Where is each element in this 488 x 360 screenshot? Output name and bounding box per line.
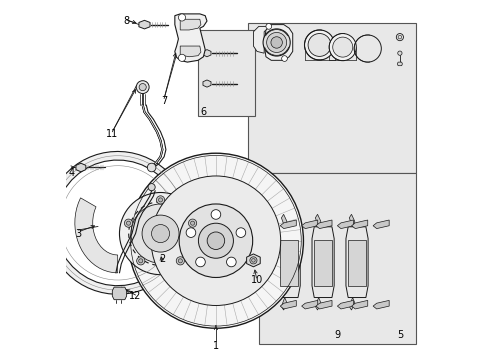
Polygon shape [372, 220, 388, 229]
Polygon shape [203, 80, 211, 87]
Circle shape [328, 33, 356, 61]
Circle shape [128, 153, 303, 328]
Circle shape [270, 37, 282, 48]
Circle shape [147, 163, 156, 172]
Polygon shape [280, 240, 297, 286]
Circle shape [265, 23, 271, 29]
Polygon shape [315, 300, 331, 309]
Circle shape [148, 184, 155, 191]
Circle shape [136, 257, 144, 265]
Circle shape [266, 32, 286, 53]
Polygon shape [337, 300, 353, 309]
Circle shape [151, 225, 169, 243]
Polygon shape [315, 220, 331, 229]
Circle shape [281, 56, 287, 62]
Polygon shape [278, 227, 300, 297]
Polygon shape [281, 297, 286, 310]
Bar [247, 23, 415, 173]
Circle shape [307, 33, 330, 57]
Text: 4: 4 [68, 168, 74, 178]
Text: 2: 2 [159, 253, 165, 264]
Text: 1: 1 [212, 341, 219, 351]
Polygon shape [281, 214, 286, 227]
Circle shape [124, 219, 132, 227]
Text: 7: 7 [161, 96, 167, 107]
Text: 6: 6 [200, 107, 206, 117]
Circle shape [304, 30, 334, 60]
Circle shape [142, 215, 179, 252]
Polygon shape [301, 300, 317, 309]
Circle shape [158, 198, 163, 202]
Circle shape [226, 257, 236, 267]
Polygon shape [337, 220, 353, 229]
Text: 5: 5 [396, 330, 402, 341]
Text: 3: 3 [75, 229, 81, 239]
Circle shape [136, 81, 149, 94]
Polygon shape [315, 214, 320, 227]
Polygon shape [280, 300, 296, 309]
Polygon shape [372, 300, 388, 309]
Circle shape [211, 210, 220, 219]
Circle shape [190, 221, 194, 225]
Polygon shape [175, 14, 206, 62]
Polygon shape [314, 240, 331, 286]
Circle shape [198, 223, 233, 258]
Circle shape [119, 193, 201, 275]
Circle shape [176, 257, 184, 265]
Polygon shape [76, 163, 86, 172]
Polygon shape [301, 220, 317, 229]
Circle shape [397, 51, 401, 55]
Circle shape [178, 54, 185, 62]
Circle shape [236, 228, 245, 238]
Text: 9: 9 [334, 330, 340, 341]
Polygon shape [253, 26, 269, 53]
Polygon shape [347, 240, 365, 286]
Circle shape [332, 37, 352, 57]
Circle shape [178, 14, 185, 21]
Circle shape [151, 176, 280, 306]
Polygon shape [345, 227, 367, 297]
Polygon shape [246, 254, 260, 267]
Polygon shape [280, 220, 296, 229]
Circle shape [207, 232, 224, 249]
Circle shape [395, 33, 403, 41]
Polygon shape [75, 198, 118, 273]
Polygon shape [112, 287, 126, 300]
Circle shape [131, 204, 190, 263]
Circle shape [186, 228, 195, 238]
Polygon shape [351, 220, 367, 229]
Circle shape [188, 219, 196, 227]
Circle shape [178, 259, 182, 263]
Polygon shape [203, 50, 211, 57]
Polygon shape [180, 19, 201, 30]
Circle shape [139, 259, 142, 263]
Polygon shape [180, 46, 201, 57]
Circle shape [139, 84, 146, 91]
Text: 8: 8 [123, 16, 129, 26]
Bar [198, 30, 255, 116]
Circle shape [263, 29, 290, 56]
Polygon shape [315, 297, 320, 310]
Text: 10: 10 [250, 275, 263, 285]
Polygon shape [264, 24, 292, 60]
Circle shape [179, 204, 252, 278]
Circle shape [156, 196, 164, 204]
Circle shape [126, 221, 130, 225]
Circle shape [251, 258, 255, 262]
Circle shape [195, 257, 205, 267]
Polygon shape [139, 20, 150, 29]
Polygon shape [397, 62, 402, 66]
Polygon shape [311, 227, 333, 297]
Polygon shape [348, 214, 354, 227]
Text: 12: 12 [129, 291, 142, 301]
Polygon shape [348, 297, 354, 310]
Polygon shape [351, 300, 367, 309]
Bar [258, 173, 415, 344]
Text: 11: 11 [106, 129, 118, 139]
Polygon shape [46, 152, 188, 294]
Circle shape [249, 257, 257, 264]
